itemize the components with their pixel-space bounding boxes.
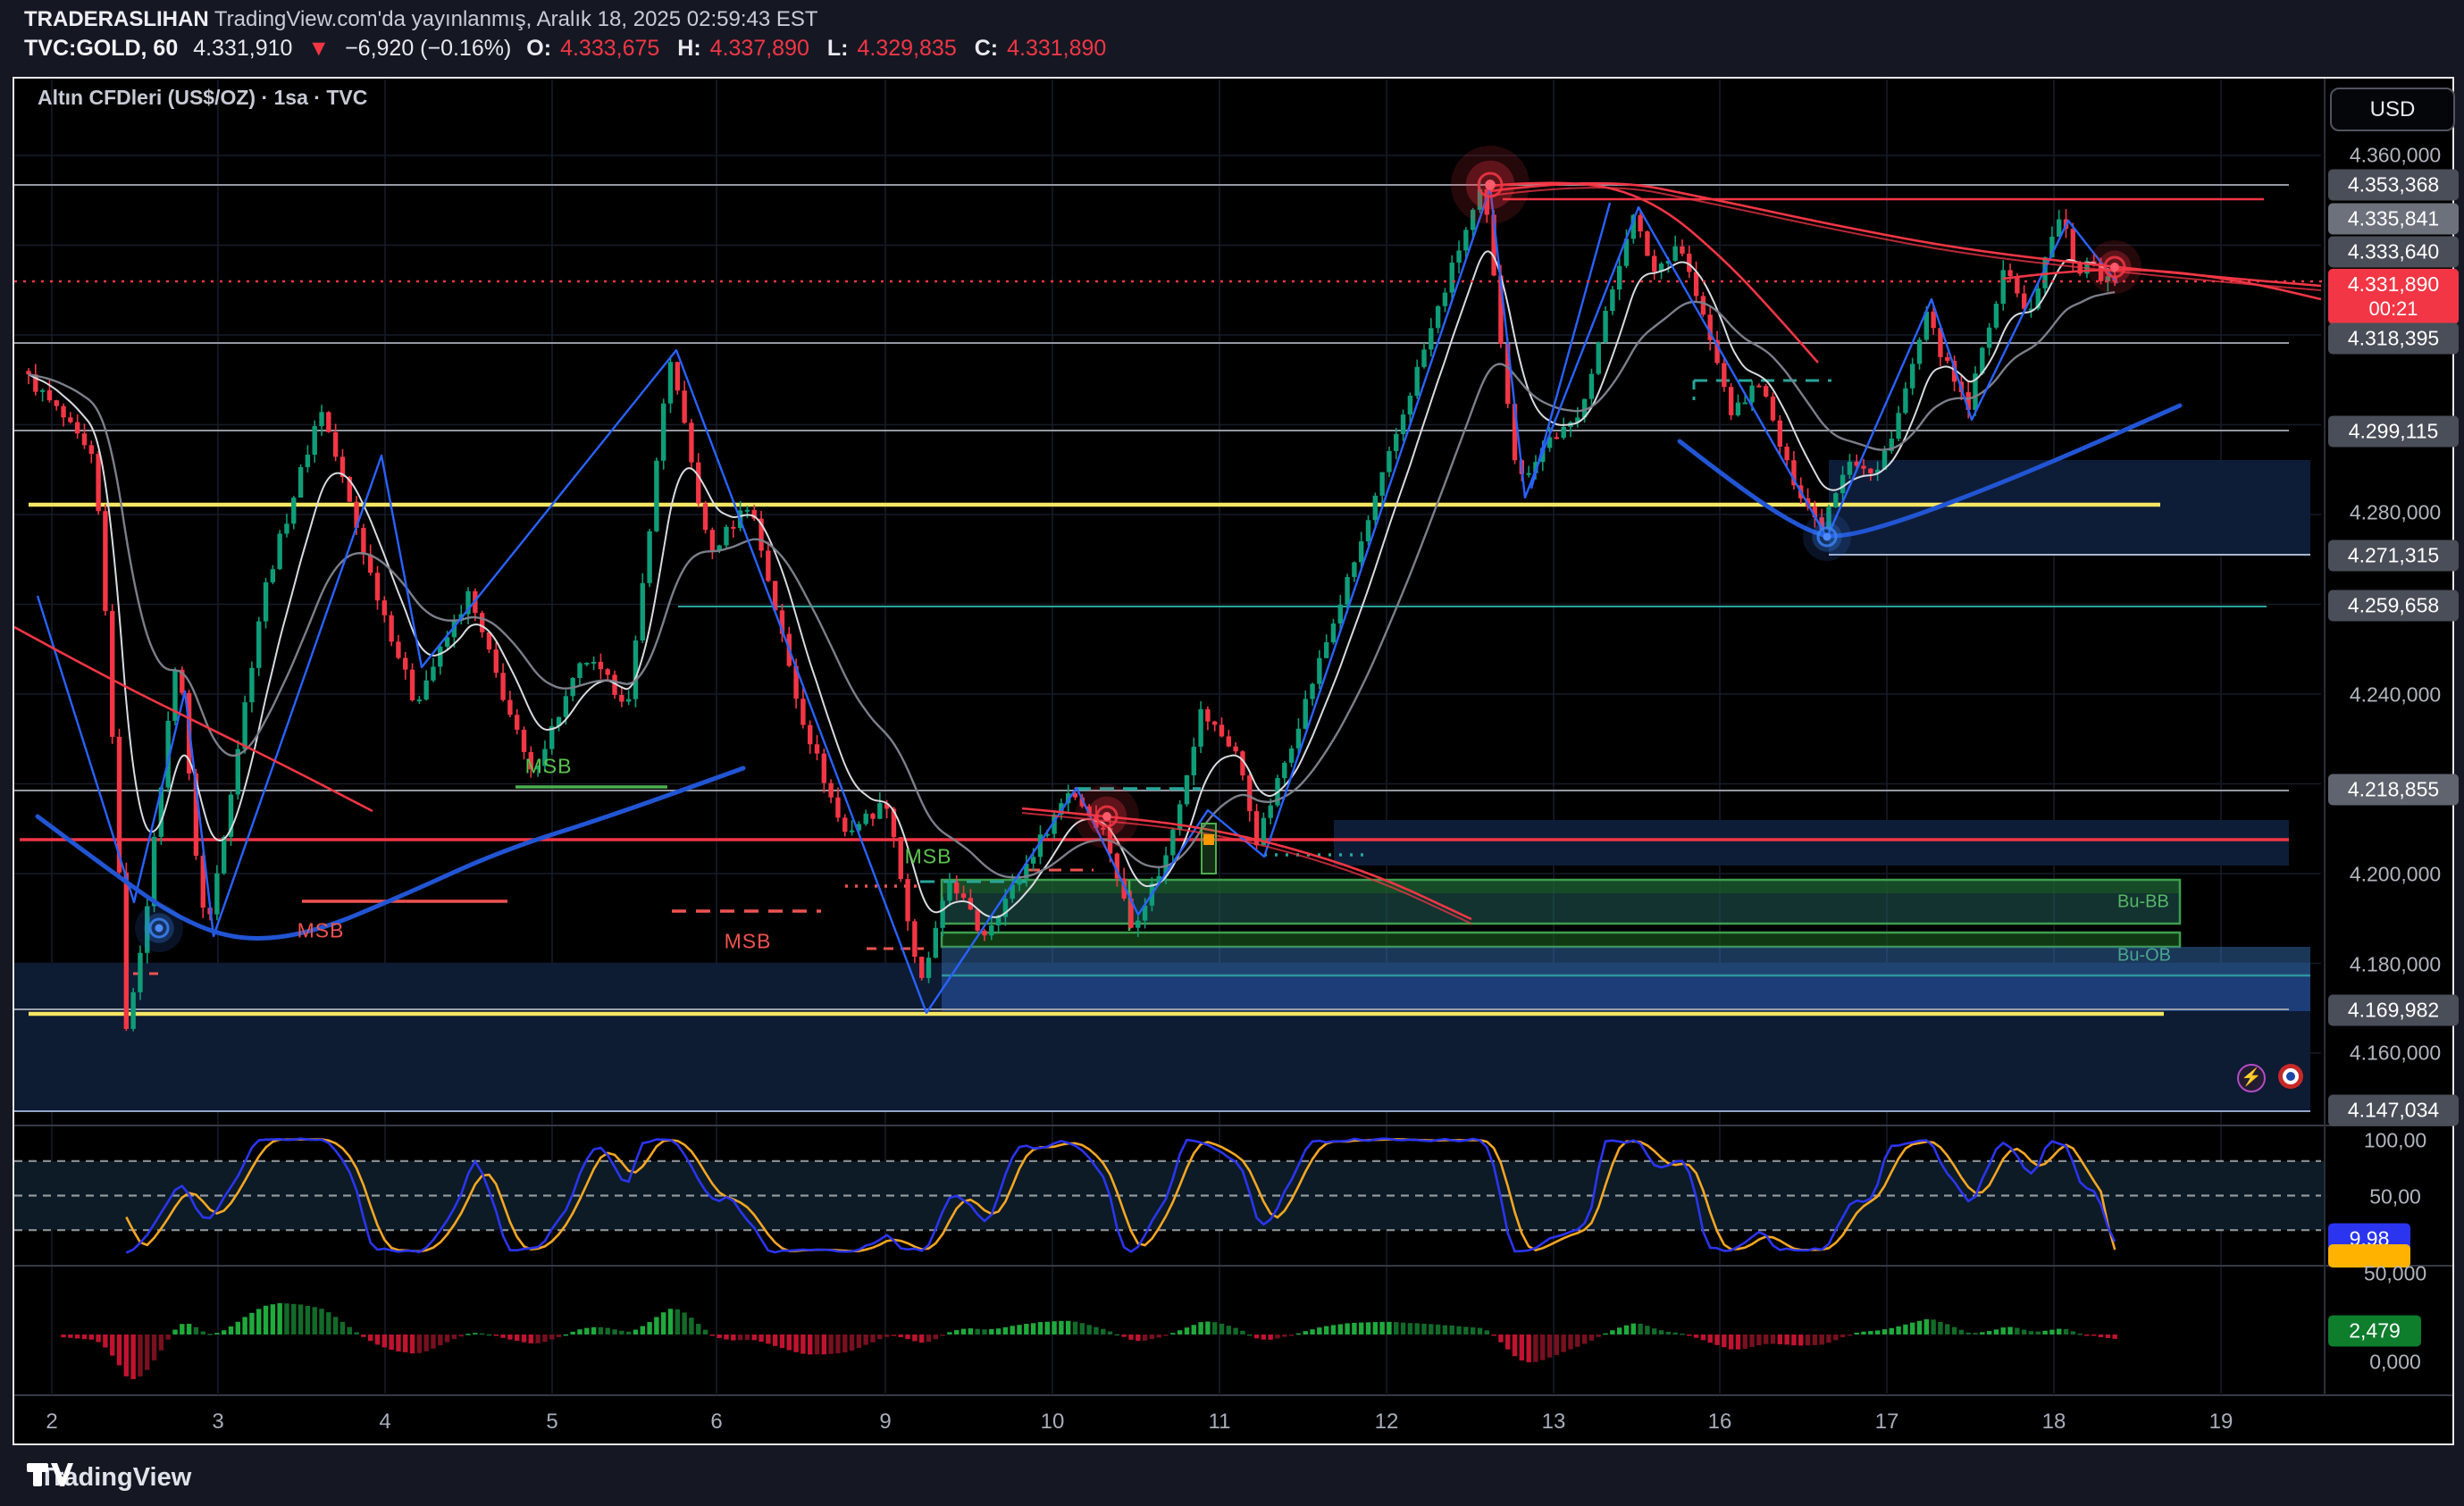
price-axis-label[interactable]: 4.335,841 <box>2328 203 2459 235</box>
tradingview-logo-icon <box>27 1463 73 1486</box>
trend-zigzag <box>36 186 2118 1015</box>
price-axis-label[interactable]: 4.180,000 <box>2349 952 2442 976</box>
red-glow-marker <box>1075 784 1139 849</box>
red-arc <box>2002 268 2322 301</box>
boost-lightning-icon[interactable]: ⚡ <box>2237 1064 2266 1092</box>
price-axis-label[interactable]: 4.318,395 <box>2328 322 2459 355</box>
price-axis-label[interactable]: 4.169,982 <box>2328 994 2459 1026</box>
time-axis-label[interactable]: 5 <box>546 1410 558 1434</box>
time-axis-label[interactable]: 13 <box>1541 1410 1566 1434</box>
price-axis-label[interactable]: 4.200,000 <box>2349 862 2442 886</box>
ma-slow-line <box>28 290 2116 879</box>
zone-navy-mid <box>1334 820 2289 866</box>
blue-glow-marker <box>135 904 183 952</box>
ohlc-item: H: 4.337,890 <box>677 36 809 61</box>
symbol-label[interactable]: TVC:GOLD, 60 <box>24 36 179 61</box>
price-axis-label[interactable]: 4.280,000 <box>2349 500 2442 524</box>
price-axis-label[interactable] <box>2328 1244 2410 1268</box>
price-axis-label[interactable]: 4.331,890 00:21 <box>2328 268 2459 325</box>
msb-label: MSB <box>524 754 573 778</box>
chart-frame[interactable]: Altın CFDleri (US$/OZ) · 1sa · TVC USD 4… <box>13 77 2459 1445</box>
zone-bu-ob-blue <box>942 947 2310 975</box>
zone-navy-topright <box>1829 460 2310 555</box>
time-axis-label[interactable]: 3 <box>212 1410 224 1434</box>
publish-text: TradingView.com'da yayınlanmış, Aralık 1… <box>208 7 818 31</box>
time-axis-label[interactable]: 4 <box>379 1410 391 1434</box>
ohlc-item: O: 4.333,675 <box>526 36 660 61</box>
time-axis-label[interactable]: 2 <box>46 1410 58 1434</box>
ohlc-item: C: 4.331,890 <box>974 36 1107 61</box>
time-axis-label[interactable]: 17 <box>1874 1410 1899 1434</box>
last-price: 4.331,910 <box>193 36 293 61</box>
price-axis-label[interactable]: 4.259,658 <box>2328 590 2459 622</box>
ohlc-values: O: 4.333,675 H: 4.337,890 L: 4.329,835 C: 4.331… <box>526 36 1124 61</box>
symbol-status-row: TVC:GOLD, 60 4.331,910 ▼ −6,920 (−0.16%)… <box>24 36 1133 62</box>
time-axis-label[interactable]: 6 <box>710 1410 723 1434</box>
price-axis-label[interactable]: 4.360,000 <box>2349 143 2442 167</box>
price-axis-label[interactable]: 50,000 <box>2363 1261 2427 1285</box>
price-axis-label[interactable]: 4.160,000 <box>2349 1041 2442 1065</box>
red-arc <box>1021 807 1472 921</box>
price-axis-label[interactable]: 4.271,315 <box>2328 540 2459 572</box>
blue-arc <box>1677 403 2183 539</box>
time-axis-label[interactable]: 11 <box>1208 1410 1231 1434</box>
down-arrow-icon: ▼ <box>307 36 331 61</box>
trend-zigzag <box>1530 202 1612 489</box>
price-axis-label[interactable]: 50,00 <box>2369 1184 2421 1209</box>
ma-fast-line <box>28 250 2116 918</box>
entry-marker <box>1201 823 1217 874</box>
macd-histogram-series <box>61 1302 2117 1379</box>
red-glow-marker <box>1451 146 1530 224</box>
zone-label: Bu-BB <box>2117 891 2169 912</box>
time-axis-label[interactable]: 18 <box>2041 1410 2066 1434</box>
time-axis-label[interactable]: 10 <box>1040 1410 1065 1434</box>
stoch-k-line <box>125 1137 2116 1254</box>
ohlc-item: L: 4.329,835 <box>826 36 957 61</box>
price-axis-label[interactable]: 0,000 <box>2369 1350 2421 1374</box>
zone-label: Bu-OB <box>2117 945 2172 966</box>
main-chart-canvas[interactable] <box>14 79 2452 1443</box>
time-axis-label[interactable]: 9 <box>879 1410 892 1434</box>
price-axis-label[interactable]: 4.218,855 <box>2328 774 2459 806</box>
zone-royal-band <box>942 975 2310 1011</box>
chart-legend-title[interactable]: Altın CFDleri (US$/OZ) · 1sa · TVC <box>38 86 368 109</box>
price-axis-label[interactable]: 4.147,034 <box>2328 1094 2459 1126</box>
price-axis-label[interactable]: 4.333,640 <box>2328 236 2459 268</box>
red-glow-marker <box>2088 240 2141 294</box>
price-axis-label[interactable]: 4.299,115 <box>2328 415 2459 448</box>
msb-label: MSB <box>297 918 345 942</box>
msb-label: MSB <box>724 929 772 953</box>
price-axis-label[interactable]: 2,479 <box>2328 1315 2421 1347</box>
red-arc <box>14 625 373 813</box>
time-axis-label[interactable]: 19 <box>2208 1410 2234 1434</box>
price-axis-label[interactable]: 4.353,368 <box>2328 169 2459 201</box>
msb-label: MSB <box>904 844 952 868</box>
author-name: TRADERASLIHAN <box>24 7 209 31</box>
stoch-band <box>14 1160 2325 1231</box>
time-axis-label[interactable]: 12 <box>1374 1410 1399 1434</box>
time-axis-label[interactable]: 16 <box>1707 1410 1732 1434</box>
tradingview-footer-logo[interactable]: TradingView <box>27 1463 191 1493</box>
price-axis-label[interactable]: 4.240,000 <box>2349 682 2442 707</box>
publish-info: TRADERASLIHAN TradingView.com'da yayınla… <box>24 7 818 32</box>
price-axis-label[interactable]: 100,00 <box>2363 1128 2427 1152</box>
blue-glow-marker <box>1803 513 1851 561</box>
blue-arc <box>35 766 746 941</box>
currency-toggle-button[interactable]: USD <box>2330 88 2455 131</box>
stoch-d-line <box>125 1138 2116 1253</box>
price-change: −6,920 (−0.16%) <box>345 36 512 61</box>
candlestick-series <box>26 179 2117 1032</box>
zone-bu-ob-green <box>942 933 2180 947</box>
calendar-flag-icon[interactable] <box>2278 1064 2303 1089</box>
